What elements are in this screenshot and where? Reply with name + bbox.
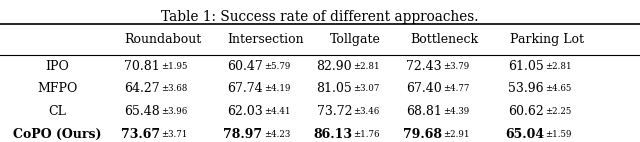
Text: ±2.25: ±2.25 [545,107,572,116]
Text: ±3.96: ±3.96 [161,107,188,116]
Text: ±3.07: ±3.07 [353,84,380,93]
Text: Intersection: Intersection [227,33,304,46]
Text: 73.72: 73.72 [317,105,352,118]
Text: 67.74: 67.74 [227,82,262,95]
Text: ±2.81: ±2.81 [353,61,380,71]
Text: 65.04: 65.04 [505,128,544,141]
Text: ±4.41: ±4.41 [264,107,290,116]
Text: ±1.76: ±1.76 [353,130,380,139]
Text: ±2.91: ±2.91 [443,130,469,139]
Text: 62.03: 62.03 [227,105,262,118]
Text: 60.47: 60.47 [227,59,262,73]
Text: 72.43: 72.43 [406,59,442,73]
Text: 81.05: 81.05 [316,82,352,95]
Text: Parking Lot: Parking Lot [510,33,584,46]
Text: MFPO: MFPO [37,82,78,95]
Text: 53.96: 53.96 [508,82,544,95]
Text: ±3.46: ±3.46 [353,107,380,116]
Text: 78.97: 78.97 [223,128,262,141]
Text: 65.48: 65.48 [124,105,160,118]
Text: ±3.68: ±3.68 [161,84,188,93]
Text: ±1.59: ±1.59 [545,130,572,139]
Text: ±4.77: ±4.77 [443,84,469,93]
Text: 61.05: 61.05 [508,59,544,73]
Text: ±4.19: ±4.19 [264,84,290,93]
Text: ±4.23: ±4.23 [264,130,290,139]
Text: ±4.39: ±4.39 [443,107,469,116]
Text: CL: CL [49,105,67,118]
Text: CoPO (Ours): CoPO (Ours) [13,128,102,141]
Text: ±1.95: ±1.95 [161,61,188,71]
Text: Bottleneck: Bottleneck [411,33,479,46]
Text: ±5.79: ±5.79 [264,61,290,71]
Text: IPO: IPO [45,59,70,73]
Text: Roundabout: Roundabout [125,33,202,46]
Text: ±2.81: ±2.81 [545,61,572,71]
Text: ±4.65: ±4.65 [545,84,572,93]
Text: 64.27: 64.27 [124,82,160,95]
Text: 70.81: 70.81 [124,59,160,73]
Text: ±3.71: ±3.71 [161,130,188,139]
Text: 86.13: 86.13 [313,128,352,141]
Text: 79.68: 79.68 [403,128,442,141]
Text: 68.81: 68.81 [406,105,442,118]
Text: Table 1: Success rate of different approaches.: Table 1: Success rate of different appro… [161,10,479,24]
Text: 73.67: 73.67 [121,128,160,141]
Text: Tollgate: Tollgate [330,33,381,46]
Text: 67.40: 67.40 [406,82,442,95]
Text: 60.62: 60.62 [508,105,544,118]
Text: ±3.79: ±3.79 [443,61,469,71]
Text: 82.90: 82.90 [316,59,352,73]
